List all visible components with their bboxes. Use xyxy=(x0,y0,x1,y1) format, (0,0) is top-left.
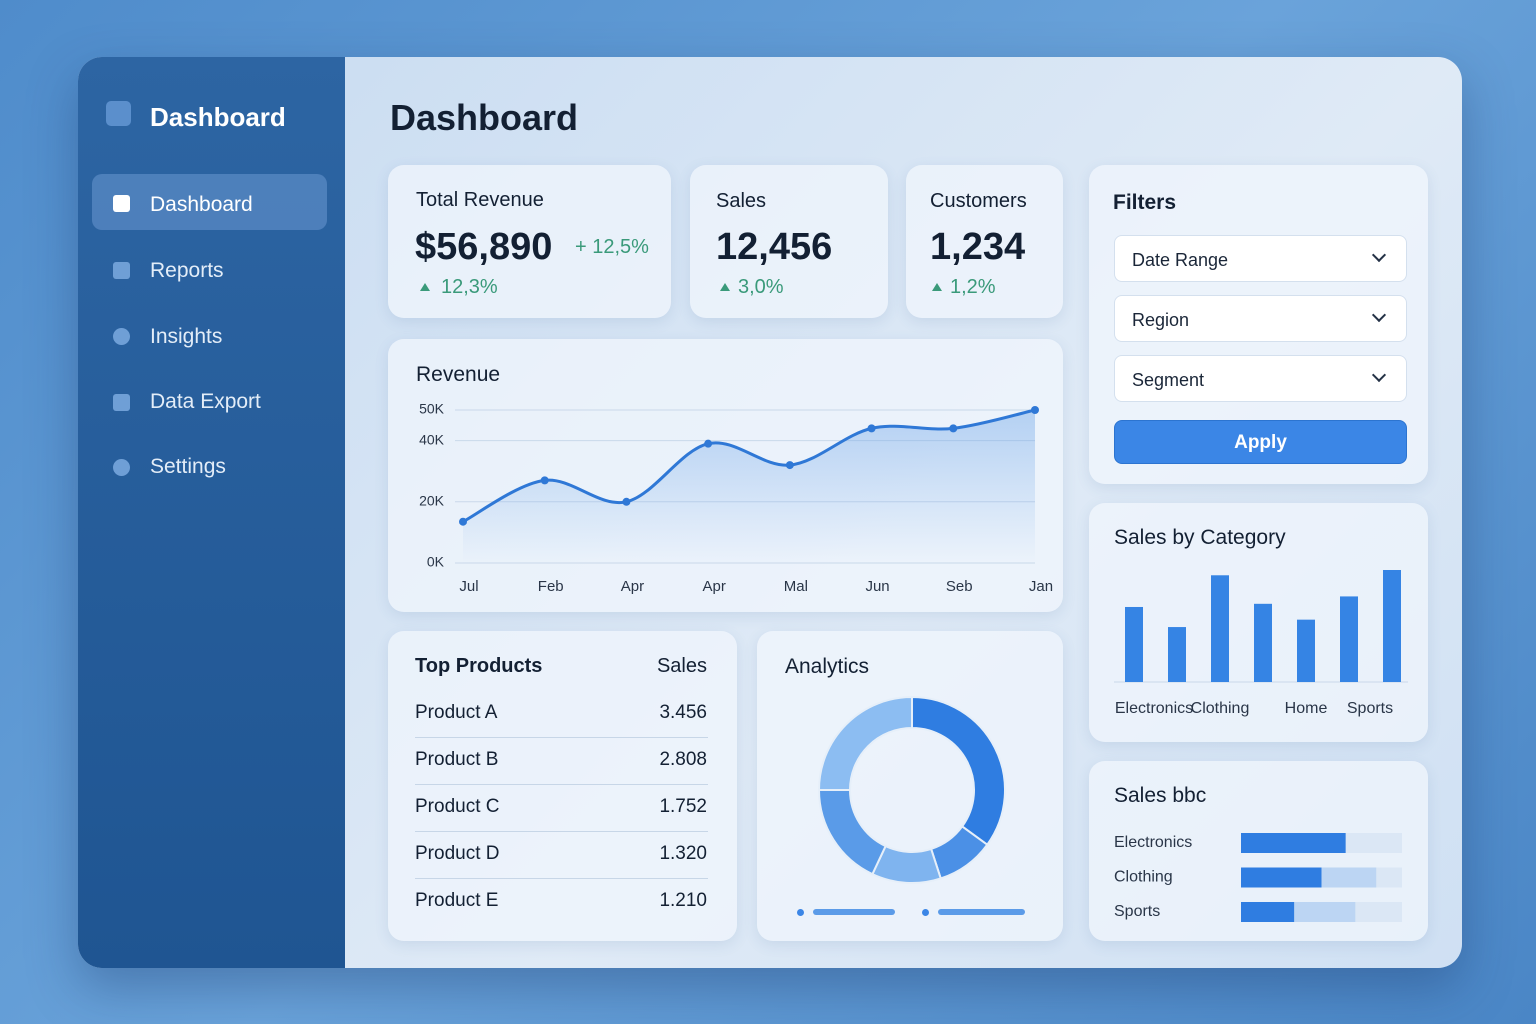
kpi-trend: 3,0% xyxy=(738,276,784,298)
dropdown[interactable]: Date Range xyxy=(1114,235,1407,282)
kpi-label: Customers xyxy=(930,190,1027,212)
nav-icon xyxy=(113,394,130,411)
dropdown[interactable]: Segment xyxy=(1114,355,1407,402)
nav-item[interactable]: Settings xyxy=(150,455,226,478)
nav-item[interactable]: Data Export xyxy=(150,390,261,413)
kpi-card xyxy=(388,165,671,318)
card-title: Revenue xyxy=(416,363,501,386)
dropdown-label: Region xyxy=(1132,310,1190,330)
products-card xyxy=(388,631,737,941)
table-cell: 2.808 xyxy=(659,749,707,770)
table-cell: 1.752 xyxy=(659,796,707,817)
row-separator xyxy=(415,878,708,879)
card-title: Sales bbc xyxy=(1114,784,1207,807)
kpi-label: Total Revenue xyxy=(416,189,544,211)
trend-icon xyxy=(720,283,730,291)
table-cell: Product E xyxy=(415,890,499,911)
nav-item[interactable]: Insights xyxy=(150,325,223,348)
dropdown-label: Date Range xyxy=(1132,250,1229,270)
kpi-trend: 1,2% xyxy=(950,276,996,298)
dropdown[interactable]: Region xyxy=(1114,295,1407,342)
row-separator xyxy=(415,784,708,785)
table-cell: Product A xyxy=(415,702,498,723)
trend-icon xyxy=(932,283,942,291)
legend-bar xyxy=(813,909,895,915)
nav-icon xyxy=(113,262,130,279)
row-separator xyxy=(415,831,708,832)
card-title: Analytics xyxy=(785,655,870,678)
kpi-card xyxy=(690,165,888,318)
kpi-change: + 12,5% xyxy=(575,236,649,258)
legend-bar xyxy=(938,909,1025,915)
kpi-trend: 12,3% xyxy=(441,276,498,298)
chevron xyxy=(1371,247,1387,263)
table-cell: 1.210 xyxy=(659,890,707,911)
nav-icon xyxy=(113,195,130,212)
dropdown-label: Segment xyxy=(1132,370,1205,390)
table-cell: Product D xyxy=(415,843,500,864)
brand: Dashboard xyxy=(150,102,286,132)
legend-dot xyxy=(922,909,929,916)
page-title: Dashboard xyxy=(390,97,579,138)
apply-button[interactable]: Apply xyxy=(1114,420,1407,464)
legend-dot xyxy=(797,909,804,916)
card-title: Filters xyxy=(1113,191,1177,214)
card-title: Sales by Category xyxy=(1114,526,1286,549)
kpi-label: Sales xyxy=(716,190,767,212)
table-cell: Product B xyxy=(415,749,499,770)
kpi-card xyxy=(906,165,1063,318)
kpi-value: $56,890 xyxy=(415,226,553,268)
nav-icon xyxy=(113,328,130,345)
nav-active xyxy=(92,174,327,230)
logo xyxy=(106,101,131,126)
table-cell: 1.320 xyxy=(659,843,707,864)
table-cell: Product C xyxy=(415,796,500,817)
kpi-value: 12,456 xyxy=(716,226,833,268)
row-separator xyxy=(415,737,708,738)
chevron xyxy=(1371,367,1387,383)
nav-item[interactable]: Dashboard xyxy=(150,193,253,216)
nav-item[interactable]: Reports xyxy=(150,259,224,282)
chevron xyxy=(1371,307,1387,323)
sidebar: Dashboard Dashboard Reports Insights Dat… xyxy=(78,57,345,968)
trend-icon xyxy=(420,283,430,291)
table-header: Top Products xyxy=(415,655,543,677)
table-header: Sales xyxy=(656,655,707,677)
table-cell: 3.456 xyxy=(659,702,707,723)
nav-icon xyxy=(113,459,130,476)
kpi-value: 1,234 xyxy=(930,226,1026,268)
